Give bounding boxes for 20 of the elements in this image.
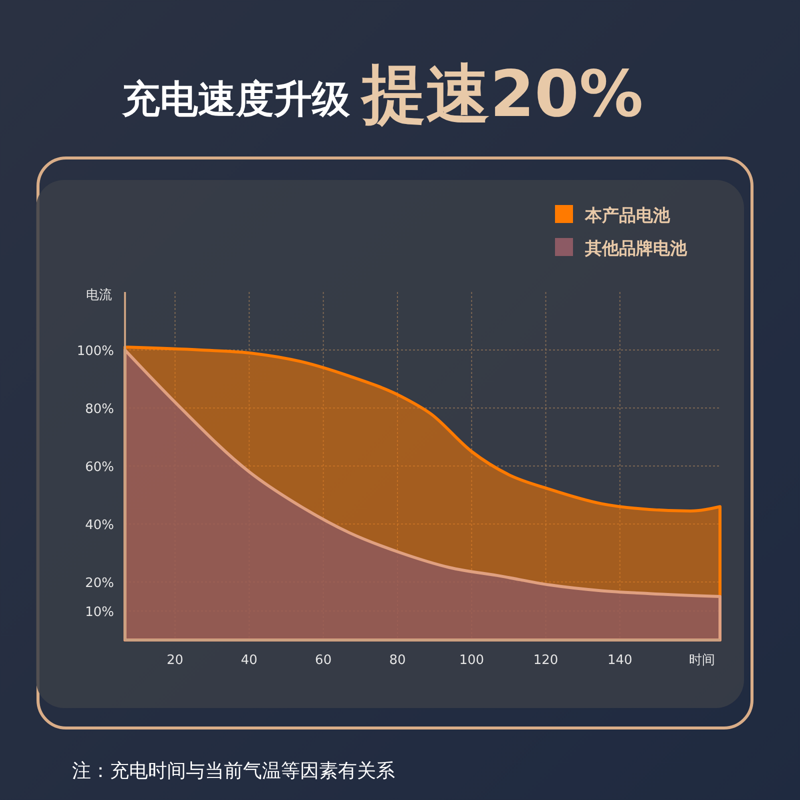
- y-tick-label: 40%: [85, 518, 114, 533]
- x-tick-label: 40: [240, 653, 258, 668]
- x-tick-label: 140: [607, 653, 632, 668]
- text: 注：充电时间与当前气温等因素有关系: [72, 760, 395, 782]
- x-tick-label: 80: [389, 653, 406, 668]
- y-tick-label: 80%: [85, 402, 114, 417]
- x-tick-label: 60: [315, 653, 332, 668]
- x-tick-label: 20: [166, 653, 184, 668]
- chart-subtitle: 提速20%: [360, 58, 644, 132]
- y-axis-title: 电流: [86, 287, 112, 303]
- legend-label: 其他品牌电池: [584, 239, 688, 259]
- legend-label: 本产品电池: [584, 206, 671, 226]
- x-tick-label: 100: [459, 653, 484, 668]
- y-tick-label: 60%: [85, 460, 114, 475]
- chart-title: 充电速度升级: [121, 77, 351, 121]
- y-tick-label: 100%: [76, 344, 114, 359]
- x-tick-label: 120: [533, 653, 558, 668]
- x-axis-title: 时间: [689, 653, 715, 668]
- y-tick-label: 10%: [85, 605, 114, 620]
- y-tick-label: 20%: [85, 576, 114, 591]
